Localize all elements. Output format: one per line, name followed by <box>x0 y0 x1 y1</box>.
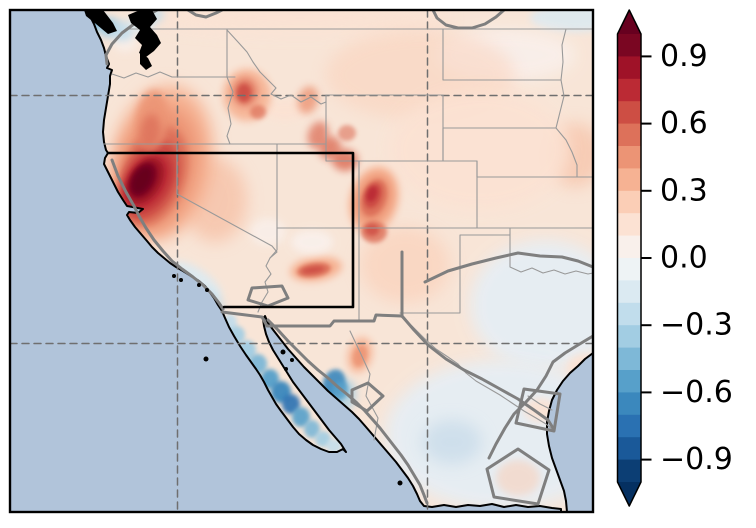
field-blob-norcal-core <box>132 167 152 193</box>
field-blob-neutah <box>332 149 358 171</box>
colorbar-segment <box>617 280 641 304</box>
colorbar-segment <box>617 146 641 169</box>
colorbar-tick-label: 0.9 <box>660 39 708 74</box>
field-blob-sutah-core <box>365 224 379 236</box>
colorbar-segment <box>617 302 641 326</box>
colorbar-segment <box>617 392 641 416</box>
colorbar-outline <box>616 9 642 507</box>
coarse-border-us-mexico <box>220 310 404 328</box>
colorbar-segment <box>617 258 641 281</box>
colorbar-tick-label: 0.3 <box>660 173 708 208</box>
coarse-diamond-c <box>485 447 551 506</box>
coarse-rio-grande <box>400 250 555 430</box>
colorbar-segment <box>617 78 641 102</box>
colorbar-segment <box>617 325 641 348</box>
colorbar-tick-label: −0.3 <box>660 308 733 343</box>
map-layers <box>10 10 593 512</box>
colorbar: 0.9 0.6 0.3 0.0 −0.3 −0.6 −0.9 <box>616 9 733 507</box>
field-blob-mexico-south <box>385 360 593 510</box>
colorbar-segment <box>617 56 641 80</box>
study-region-box <box>106 151 355 309</box>
gulf-island <box>284 367 288 371</box>
puget-inlet <box>140 52 152 70</box>
field-blob-plains <box>390 90 570 210</box>
border-ca-nv <box>176 143 278 313</box>
field-blob-neutah2 <box>338 125 356 141</box>
field-blob-canada <box>150 10 450 32</box>
coarse-river-plains <box>423 251 593 284</box>
field-blob-idaho-core <box>237 84 251 102</box>
puget-sound-landforms <box>128 10 161 57</box>
border-mx-states <box>349 330 379 441</box>
channel-island <box>179 278 183 282</box>
field-blob-arizona-core <box>302 266 324 274</box>
field-blob-baja-9 <box>304 420 320 438</box>
border-idaho-montana <box>226 29 327 105</box>
vancouver-island <box>84 10 117 34</box>
colorbar-tick-label: −0.9 <box>660 442 733 477</box>
colorbar-segment <box>617 459 641 483</box>
colorbar-tick-label: 0.0 <box>660 241 708 276</box>
field-blob-chain-1 <box>297 86 319 114</box>
colorbar-segment <box>617 168 641 192</box>
coarse-diamond-a <box>350 381 385 413</box>
border-nv-az <box>269 227 278 259</box>
colorbar-segment <box>617 235 641 259</box>
border-kansas-north <box>476 160 593 178</box>
colorbar-tick-label: 0.6 <box>660 106 708 141</box>
field-blob-nevada-white <box>250 218 286 246</box>
colorbar-segment <box>617 190 641 214</box>
coarse-coast-california <box>110 158 225 311</box>
coarse-arc-bc <box>186 10 224 19</box>
border-idaho-west <box>226 28 234 145</box>
channel-island <box>172 274 176 278</box>
colorbar-segment <box>617 101 641 124</box>
border-mx-inner <box>527 395 553 411</box>
channel-island <box>197 283 201 287</box>
guadalupe-island <box>203 356 209 362</box>
field-blob-topright <box>530 10 593 32</box>
colorbar-segment <box>617 34 641 57</box>
colorbar-arrow-down <box>617 482 641 506</box>
field-blob-newmexico <box>360 227 450 303</box>
field-blob-diamondC <box>496 460 540 496</box>
border-rio-grande <box>399 315 553 430</box>
field-blob-baja-7 <box>282 394 300 414</box>
coarse-salton-loop <box>246 284 290 308</box>
colorbar-segment <box>617 213 641 236</box>
islas-marias <box>397 480 403 486</box>
colorbar-arrow-up <box>617 10 641 34</box>
colorbar-segment <box>617 414 641 438</box>
colorbar-segment <box>617 123 641 147</box>
gulf-island <box>280 349 286 355</box>
border-dakotas-nebraska <box>442 28 578 178</box>
field-blob-nw-4 <box>110 21 134 41</box>
colorbar-segment <box>617 347 641 371</box>
gulf-island <box>290 358 294 362</box>
channel-island <box>205 288 209 292</box>
field-blob-idaho-s <box>250 105 266 119</box>
field-blob-baja-11 <box>326 439 342 453</box>
pacific-ocean <box>10 10 562 512</box>
colorbar-tick-label: −0.6 <box>660 375 733 410</box>
field-blob-mexico-blue <box>422 420 482 464</box>
field-blob-baja-8 <box>292 407 310 427</box>
colorbar-segment <box>617 437 641 460</box>
field-blob-utah-core <box>366 186 378 202</box>
border-wa-or <box>111 71 236 79</box>
coarse-arc-canada <box>431 10 506 30</box>
field-blob-oregon-lobe2 <box>139 114 161 150</box>
colorbar-segment <box>617 370 641 393</box>
map-frame <box>8 8 595 514</box>
coarse-diamond-b <box>514 387 562 433</box>
field-blob-fourcorners-white <box>291 230 333 254</box>
field-blob-snakeplain <box>263 100 307 120</box>
border-nm-tx-ok <box>399 227 593 314</box>
